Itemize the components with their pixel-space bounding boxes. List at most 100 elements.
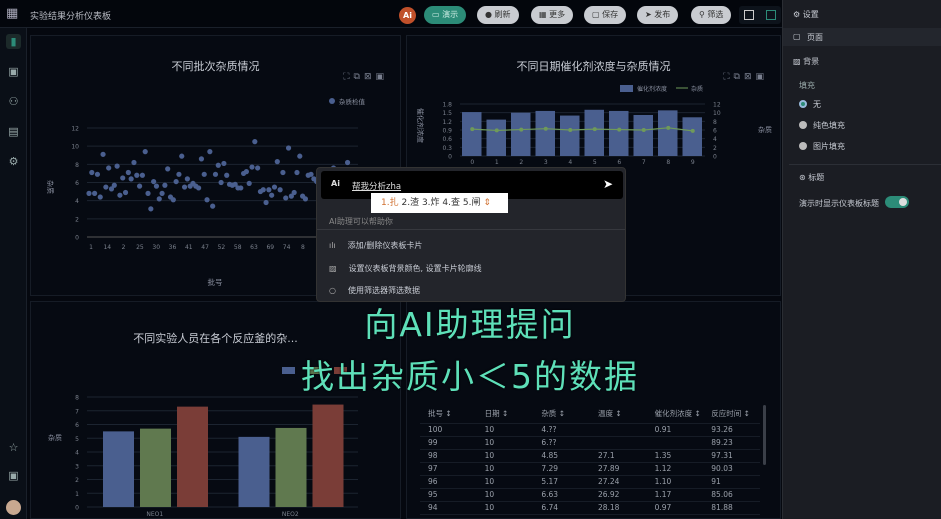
table-cell: 93.26 (703, 423, 760, 437)
scatter-point (122, 189, 129, 196)
ime-candidate[interactable]: 3.炸 (421, 198, 440, 208)
save-button[interactable]: ▢ 保存 (584, 6, 627, 24)
page-arrows-icon[interactable]: ⇕ (483, 198, 491, 208)
star-icon[interactable]: ☆ (8, 441, 19, 454)
radio[interactable] (799, 121, 807, 129)
chart-toolbar[interactable]: ⛶⧉⊠▣ (343, 72, 388, 82)
bar (560, 115, 580, 156)
ime-candidate[interactable]: 2.渣 (401, 198, 420, 208)
ai-assistant-button[interactable]: Ai (399, 7, 416, 24)
legend-marker (282, 367, 295, 374)
x-tick-label: 47 (201, 244, 209, 251)
suggestion-item[interactable]: ılı 添加/删除仪表板卡片 (329, 240, 422, 251)
column-header[interactable]: 反应时间 ↕ (703, 405, 760, 424)
y-tick-label: 6 (75, 422, 79, 429)
users-icon[interactable]: ⚇ (8, 95, 19, 108)
column-header[interactable]: 批号 ↕ (420, 405, 477, 424)
table-cell: 4.85 (533, 449, 590, 463)
present-label: 演示 (442, 10, 459, 19)
refresh-button[interactable]: ● 刷新 (477, 6, 519, 24)
column-header[interactable]: 杂质 ↕ (533, 405, 590, 424)
help-icon[interactable]: ▣ (8, 469, 19, 482)
ime-candidate-box[interactable]: 1.扎 2.渣 3.炸 4.查 5.闸 ⇕ (371, 193, 508, 213)
publish-button[interactable]: ➤ 发布 (637, 6, 679, 24)
fill-option-none[interactable]: 无 (799, 99, 821, 110)
scatter-point (181, 184, 188, 190)
bar (312, 404, 344, 507)
show-title-toggle[interactable] (885, 196, 909, 208)
filter-button[interactable]: ⚲ 筛选 (691, 6, 732, 24)
ai-icon: Ai (331, 179, 340, 188)
scatter-point (280, 169, 286, 176)
table-row[interactable]: 94 10 6.74 28.18 0.97 81.88 (420, 501, 760, 515)
send-icon[interactable]: ➤ (602, 177, 613, 191)
line-point (666, 125, 671, 130)
table-row[interactable]: 97 10 7.29 27.89 1.12 90.03 (420, 462, 760, 476)
dashboard-icon[interactable]: ▮ (6, 34, 21, 49)
background-section[interactable]: ▨ 背景 (793, 56, 819, 67)
table-cell: 97.31 (703, 449, 760, 463)
y-tick-label: 6 (713, 128, 717, 135)
scrollbar[interactable] (763, 405, 766, 465)
right-panel-icon[interactable] (766, 10, 776, 20)
scatter-point (285, 145, 292, 151)
ime-candidate[interactable]: 5.闸 (462, 198, 481, 208)
table-row[interactable]: 98 10 4.85 27.1 1.35 97.31 (420, 449, 760, 463)
present-button[interactable]: ▭ 演示 (424, 6, 467, 24)
scatter-point (249, 164, 255, 170)
fill-option-image[interactable]: 图片填充 (799, 141, 845, 152)
column-header[interactable]: 催化剂浓度 ↕ (646, 405, 704, 424)
apps-grid-icon[interactable]: ▦ (6, 6, 19, 21)
chart-title: 不同实验人员在各个反应釜的杂... (133, 332, 298, 345)
table-cell: 100 (420, 423, 477, 437)
table-row[interactable]: 100 10 4.?? 0.91 93.26 (420, 423, 760, 437)
chart-toolbar[interactable]: ⛶⧉⊠▣ (723, 72, 768, 82)
radio[interactable] (799, 142, 807, 150)
scatter-point (139, 172, 145, 178)
scatter-point (218, 179, 224, 186)
table-row[interactable]: 95 10 6.63 26.92 1.17 85.06 (420, 488, 760, 502)
image-icon[interactable]: ▣ (8, 65, 19, 78)
refresh-icon: ● (485, 10, 495, 19)
x-tick-label: 52 (218, 244, 226, 251)
table-cell: 6.?? (533, 436, 590, 450)
column-header[interactable]: 温度 ↕ (589, 405, 647, 424)
y-tick-label: 12 (71, 126, 79, 133)
column-header[interactable]: 日期 ↕ (476, 405, 534, 424)
title-section[interactable]: ⊛ 标题 (799, 172, 824, 183)
left-sidebar: ▮ ▣ ⚇ ▤ ⚙ ☆ ▣ (0, 28, 27, 519)
bar (511, 112, 531, 156)
left-panel-icon[interactable] (744, 10, 754, 20)
scatter-point (170, 197, 176, 203)
more-button[interactable]: ▦ 更多 (531, 6, 574, 24)
settings-panel: ⚙ 设置 ▢ 页面 ▨ 背景 填充 无 纯色填充 图片填充 ⊛ 标题 演示时显示… (782, 0, 941, 519)
settings-icon[interactable]: ⚙ (8, 155, 19, 168)
scatter-point (117, 192, 123, 198)
line-point (641, 128, 646, 132)
table-cell: 10 (476, 488, 534, 502)
scatter-point (271, 184, 278, 190)
avatar[interactable] (6, 500, 21, 515)
suggestion-item[interactable]: ▨ 设置仪表板背景颜色, 设置卡片轮廓线 (329, 263, 482, 274)
grid-icon: ▦ (539, 10, 550, 19)
y-axis-title: 杂质 (48, 433, 62, 442)
x-tick-label: 2 (122, 244, 126, 251)
ime-candidate[interactable]: 4.查 (442, 198, 460, 208)
scatter-point (162, 182, 168, 188)
scatter-point (255, 165, 261, 171)
ime-candidate[interactable]: 1.扎 (381, 198, 399, 208)
page-section[interactable]: ▢ 页面 (783, 28, 941, 46)
y-tick-label: 0.3 (442, 145, 452, 152)
layers-icon[interactable]: ▤ (8, 125, 19, 138)
chart-title: 不同日期催化剂浓度与杂质情况 (516, 60, 671, 73)
settings-header: ⚙ 设置 (793, 9, 819, 20)
table-row[interactable]: 96 10 5.17 27.24 1.10 91 (420, 475, 760, 489)
layout-toggle[interactable] (739, 6, 781, 24)
fill-option-solid[interactable]: 纯色填充 (799, 120, 845, 131)
gear-icon: ⚙ (793, 10, 803, 19)
scatter-point (252, 139, 258, 145)
table-row[interactable]: 99 10 6.?? 89.23 (420, 436, 760, 450)
radio-selected[interactable] (799, 100, 807, 108)
publish-label: 发布 (654, 10, 671, 19)
suggestion-item[interactable]: ○ 使用筛选器筛选数据 (329, 285, 420, 296)
